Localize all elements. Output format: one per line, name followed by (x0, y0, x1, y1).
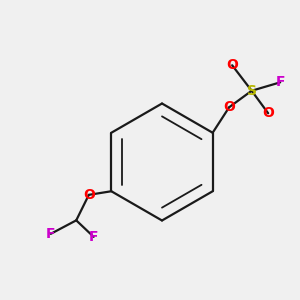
Text: O: O (83, 188, 95, 202)
Text: O: O (223, 100, 235, 114)
Text: O: O (262, 106, 274, 120)
Text: O: O (226, 58, 238, 72)
Text: F: F (275, 75, 285, 89)
Text: F: F (46, 227, 56, 241)
Text: S: S (247, 84, 257, 98)
Text: F: F (89, 230, 98, 244)
